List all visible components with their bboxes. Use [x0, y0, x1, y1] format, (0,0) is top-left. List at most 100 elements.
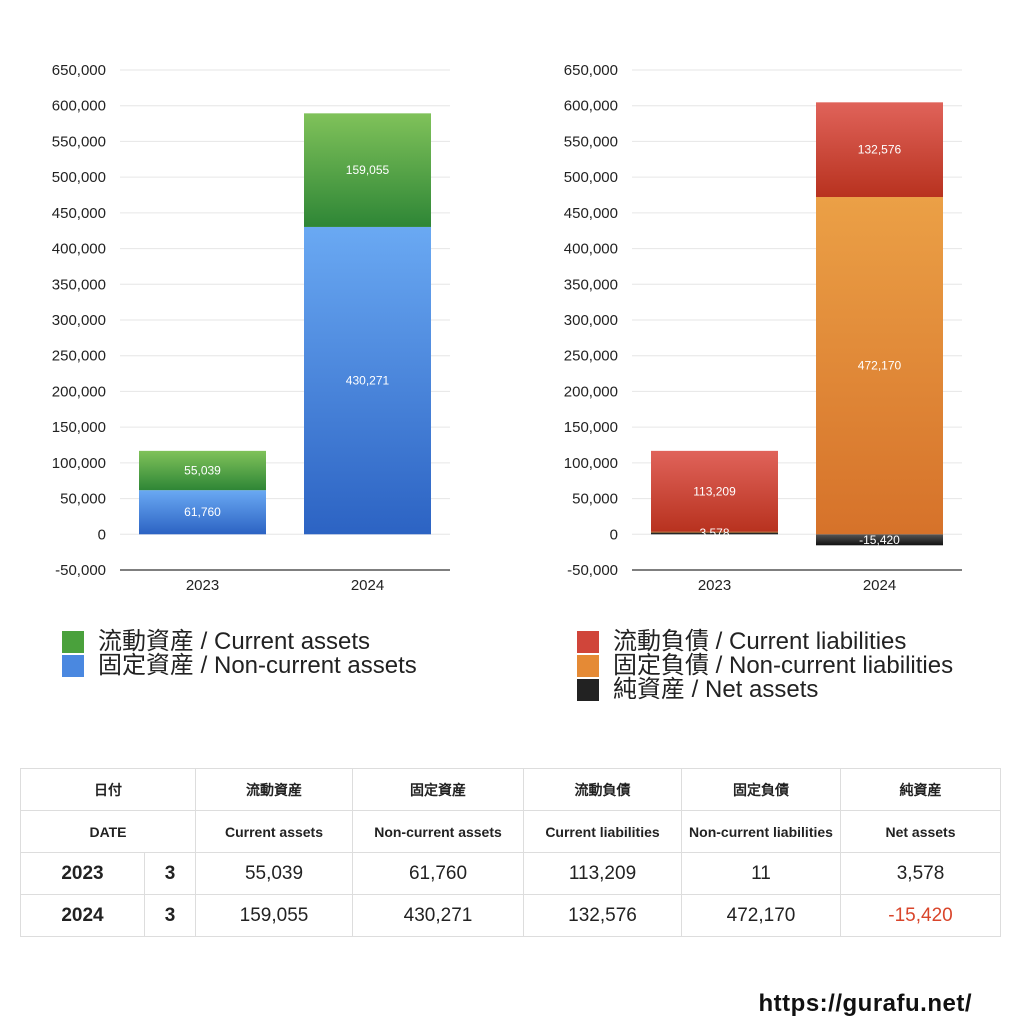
- header-cell: 日付: [20, 768, 196, 811]
- bar-value-label: 159,055: [346, 163, 390, 177]
- bar-value-label: 132,576: [858, 143, 902, 157]
- value-cell: -15,420: [840, 894, 1001, 937]
- legend-swatch: [577, 679, 599, 701]
- y-tick-label: 100,000: [564, 455, 618, 472]
- y-tick-label: 150,000: [564, 419, 618, 436]
- y-tick-label: 500,000: [564, 169, 618, 186]
- value-cell: 430,271: [352, 894, 524, 937]
- table-row: 2023 3 55,039 61,760 113,209 11 3,578: [20, 852, 1001, 895]
- table-row: 2024 3 159,055 430,271 132,576 472,170 -…: [20, 894, 1001, 937]
- bar-value-label: -15,420: [859, 533, 900, 547]
- value-cell: 55,039: [195, 852, 353, 895]
- site-url: https://gurafu.net/: [758, 990, 972, 1017]
- y-tick-label: 50,000: [572, 491, 618, 508]
- value-cell: 3,578: [840, 852, 1001, 895]
- bar-value-label: 430,271: [346, 374, 390, 388]
- legend-item: 流動資産 / Current assets: [62, 630, 417, 654]
- header-cell: Net assets: [840, 810, 1001, 853]
- value-cell: 159,055: [195, 894, 353, 937]
- y-tick-label: -50,000: [55, 562, 106, 579]
- legend-swatch: [577, 655, 599, 677]
- legend-item: 固定資産 / Non-current assets: [62, 654, 417, 678]
- header-cell: 流動資産: [195, 768, 353, 811]
- y-tick-label: 0: [98, 526, 106, 543]
- assets-legend: 流動資産 / Current assets 固定資産 / Non-current…: [62, 630, 417, 678]
- x-tick-label: 2023: [186, 577, 219, 594]
- liabilities-legend: 流動負債 / Current liabilities 固定負債 / Non-cu…: [577, 630, 953, 702]
- y-tick-label: 500,000: [52, 169, 106, 186]
- header-cell: Non-current liabilities: [681, 810, 841, 853]
- y-tick-label: 550,000: [564, 133, 618, 150]
- y-tick-label: 300,000: [564, 312, 618, 329]
- header-cell: 固定資産: [352, 768, 524, 811]
- bar-segment: [816, 534, 943, 546]
- bar-value-label: 472,170: [858, 359, 902, 373]
- x-tick-label: 2024: [863, 577, 896, 594]
- table-header-en: DATE Current assets Non-current assets C…: [20, 810, 1001, 853]
- year-cell: 2024: [20, 894, 145, 937]
- value-cell: 472,170: [681, 894, 841, 937]
- bar-segment: [816, 102, 943, 198]
- header-cell: Non-current assets: [352, 810, 524, 853]
- y-tick-label: 200,000: [52, 383, 106, 400]
- table-header-jp: 日付 流動資産 固定資産 流動負債 固定負債 純資産: [20, 768, 1001, 811]
- header-cell: DATE: [20, 810, 196, 853]
- y-tick-label: 650,000: [52, 62, 106, 79]
- value-cell: 11: [681, 852, 841, 895]
- legend-label: 固定負債 / Non-current liabilities: [613, 652, 954, 679]
- y-tick-label: 350,000: [564, 276, 618, 293]
- bar-segment: [139, 450, 266, 491]
- value-cell: 61,760: [352, 852, 524, 895]
- y-tick-label: 600,000: [52, 98, 106, 115]
- header-cell: 純資産: [840, 768, 1001, 811]
- bar-segment: [304, 226, 431, 535]
- legend-item: 流動負債 / Current liabilities: [577, 630, 953, 654]
- y-tick-label: 400,000: [52, 241, 106, 258]
- y-tick-label: 400,000: [564, 241, 618, 258]
- bar-value-label: 113,209: [693, 484, 736, 498]
- bar-segment: [651, 531, 778, 535]
- x-tick-label: 2023: [698, 577, 731, 594]
- y-tick-label: 450,000: [52, 205, 106, 222]
- y-tick-label: 250,000: [52, 348, 106, 365]
- y-tick-label: 100,000: [52, 455, 106, 472]
- y-tick-label: 250,000: [564, 348, 618, 365]
- bar-value-label: 61,760: [184, 505, 221, 519]
- y-tick-label: 450,000: [564, 205, 618, 222]
- legend-label: 流動資産 / Current assets: [98, 628, 371, 655]
- value-cell: 132,576: [523, 894, 682, 937]
- legend-swatch: [62, 631, 84, 653]
- bar-segment: [651, 450, 778, 532]
- month-cell: 3: [144, 852, 196, 895]
- y-tick-label: 350,000: [52, 276, 106, 293]
- header-cell: Current assets: [195, 810, 353, 853]
- month-cell: 3: [144, 894, 196, 937]
- legend-label: 流動負債 / Current liabilities: [613, 628, 907, 655]
- y-tick-label: 550,000: [52, 133, 106, 150]
- y-tick-label: 0: [610, 526, 618, 543]
- legend-label: 純資産 / Net assets: [613, 676, 819, 703]
- y-tick-label: 600,000: [564, 98, 618, 115]
- legend-swatch: [62, 655, 84, 677]
- value-cell: 113,209: [523, 852, 682, 895]
- bar-value-label: 3,578: [699, 526, 729, 540]
- y-tick-label: 200,000: [564, 383, 618, 400]
- bar-value-label: 55,039: [184, 464, 221, 478]
- financial-table: 日付 流動資産 固定資産 流動負債 固定負債 純資産 DATE Current …: [20, 768, 1001, 937]
- header-cell: 固定負債: [681, 768, 841, 811]
- legend-swatch: [577, 631, 599, 653]
- bar-segment: [304, 113, 431, 227]
- x-tick-label: 2024: [351, 577, 384, 594]
- assets-chart: -50,000 0 50,000 100,000 150,000 200,000 250,0…: [52, 62, 450, 594]
- y-tick-label: 50,000: [60, 491, 106, 508]
- bar-segment: [651, 531, 778, 533]
- y-tick-label: 150,000: [52, 419, 106, 436]
- bar-segment: [139, 490, 266, 535]
- header-cell: Current liabilities: [523, 810, 682, 853]
- y-tick-label: 300,000: [52, 312, 106, 329]
- y-tick-label: -50,000: [567, 562, 618, 579]
- legend-label: 固定資産 / Non-current assets: [98, 652, 417, 679]
- legend-item: 固定負債 / Non-current liabilities: [577, 654, 953, 678]
- liabilities-chart: -50,000 0 50,000 100,000 150,000 200,000 250,0…: [564, 62, 962, 594]
- bar-segment: [816, 197, 943, 535]
